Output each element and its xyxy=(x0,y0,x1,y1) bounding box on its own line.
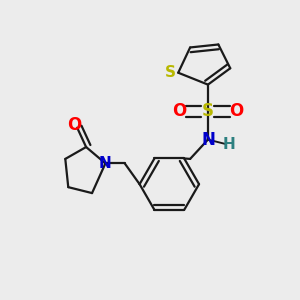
Text: O: O xyxy=(67,116,81,134)
Text: H: H xyxy=(223,136,236,152)
Text: S: S xyxy=(202,102,214,120)
Text: S: S xyxy=(165,65,176,80)
Text: O: O xyxy=(172,102,187,120)
Text: N: N xyxy=(201,130,215,148)
Text: N: N xyxy=(99,156,112,171)
Text: O: O xyxy=(229,102,243,120)
